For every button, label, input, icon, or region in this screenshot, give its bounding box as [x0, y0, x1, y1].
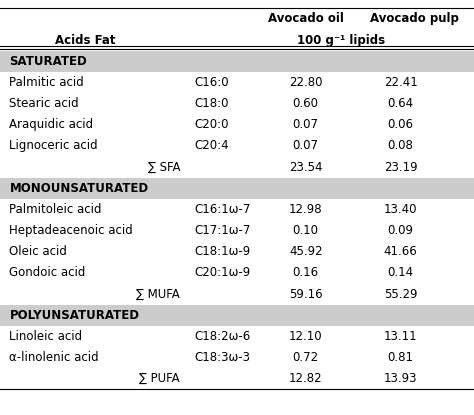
Text: C18:2ω-6: C18:2ω-6 [194, 330, 251, 343]
Text: ∑ SFA: ∑ SFA [147, 161, 180, 173]
Text: ∑ MUFA: ∑ MUFA [137, 288, 180, 300]
Text: 0.09: 0.09 [388, 224, 413, 237]
Bar [0, 305, 474, 326]
Text: 0.08: 0.08 [388, 139, 413, 152]
Text: 12.10: 12.10 [289, 330, 322, 343]
Text: Avocado oil: Avocado oil [268, 12, 344, 25]
Text: 13.11: 13.11 [384, 330, 417, 343]
Text: Palmitoleic acid: Palmitoleic acid [9, 203, 102, 216]
Bar [0, 51, 474, 72]
Text: 55.29: 55.29 [384, 288, 417, 300]
Text: 0.64: 0.64 [387, 97, 414, 110]
Text: 100 g⁻¹ lipids: 100 g⁻¹ lipids [297, 34, 385, 46]
Text: 59.16: 59.16 [289, 288, 322, 300]
Text: C18:0: C18:0 [194, 97, 229, 110]
Text: C20:4: C20:4 [194, 139, 229, 152]
Text: 22.80: 22.80 [289, 76, 322, 89]
Text: C18:3ω-3: C18:3ω-3 [194, 351, 250, 364]
Text: Palmitic acid: Palmitic acid [9, 76, 84, 89]
Text: SATURATED: SATURATED [9, 55, 87, 68]
Text: 0.06: 0.06 [388, 118, 413, 131]
Text: Oleic acid: Oleic acid [9, 245, 67, 258]
Text: C17:1ω-7: C17:1ω-7 [194, 224, 251, 237]
Text: 13.40: 13.40 [384, 203, 417, 216]
Text: 0.10: 0.10 [293, 224, 319, 237]
Text: Acids Fat: Acids Fat [55, 34, 116, 46]
Text: 22.41: 22.41 [383, 76, 418, 89]
Text: MONOUNSATURATED: MONOUNSATURATED [9, 182, 149, 195]
Text: 0.14: 0.14 [387, 266, 414, 279]
Text: C20:0: C20:0 [194, 118, 229, 131]
Text: α-linolenic acid: α-linolenic acid [9, 351, 99, 364]
Text: 13.93: 13.93 [384, 372, 417, 385]
Bar [0, 178, 474, 199]
Text: 0.81: 0.81 [388, 351, 413, 364]
Text: 0.07: 0.07 [293, 118, 319, 131]
Text: 0.16: 0.16 [292, 266, 319, 279]
Text: C16:0: C16:0 [194, 76, 229, 89]
Text: ∑ PUFA: ∑ PUFA [139, 372, 180, 385]
Text: 41.66: 41.66 [383, 245, 418, 258]
Text: C20:1ω-9: C20:1ω-9 [194, 266, 251, 279]
Text: 12.98: 12.98 [289, 203, 322, 216]
Text: 23.54: 23.54 [289, 161, 322, 173]
Text: Stearic acid: Stearic acid [9, 97, 79, 110]
Text: Heptadeacenoic acid: Heptadeacenoic acid [9, 224, 133, 237]
Text: 45.92: 45.92 [289, 245, 322, 258]
Text: C18:1ω-9: C18:1ω-9 [194, 245, 251, 258]
Text: 0.07: 0.07 [293, 139, 319, 152]
Text: Gondoic acid: Gondoic acid [9, 266, 86, 279]
Text: C16:1ω-7: C16:1ω-7 [194, 203, 251, 216]
Text: POLYUNSATURATED: POLYUNSATURATED [9, 309, 139, 322]
Text: Araquidic acid: Araquidic acid [9, 118, 93, 131]
Text: Linoleic acid: Linoleic acid [9, 330, 82, 343]
Text: 0.60: 0.60 [293, 97, 319, 110]
Text: 12.82: 12.82 [289, 372, 322, 385]
Text: Avocado pulp: Avocado pulp [370, 12, 459, 25]
Text: Lignoceric acid: Lignoceric acid [9, 139, 98, 152]
Text: 23.19: 23.19 [384, 161, 417, 173]
Text: 0.72: 0.72 [292, 351, 319, 364]
